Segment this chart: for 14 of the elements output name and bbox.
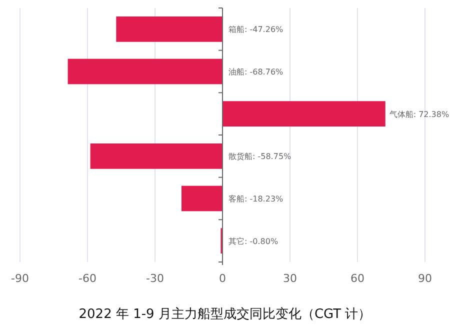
data-label: 散货船: -58.75% <box>228 152 292 162</box>
x-tick-label: -90 <box>11 272 29 285</box>
data-label: 其它: -0.80% <box>228 236 278 246</box>
x-tick-label: 30 <box>283 272 297 285</box>
x-tick-label: 90 <box>418 272 432 285</box>
data-label: 气体船: 72.38% <box>389 110 450 119</box>
data-label: 客船: -18.23% <box>228 194 284 204</box>
data-label: 油船: -68.76% <box>228 68 284 76</box>
x-tick-label: -60 <box>78 272 96 285</box>
x-tick-label: 0 <box>219 272 226 285</box>
x-tick-label: -30 <box>146 272 164 285</box>
x-tick-label: 60 <box>350 272 364 285</box>
data-label: 箱船: -47.26% <box>228 25 284 34</box>
text: 2022 年 1-9 月主力船型成交同比变化（CGT 计） <box>78 306 372 322</box>
